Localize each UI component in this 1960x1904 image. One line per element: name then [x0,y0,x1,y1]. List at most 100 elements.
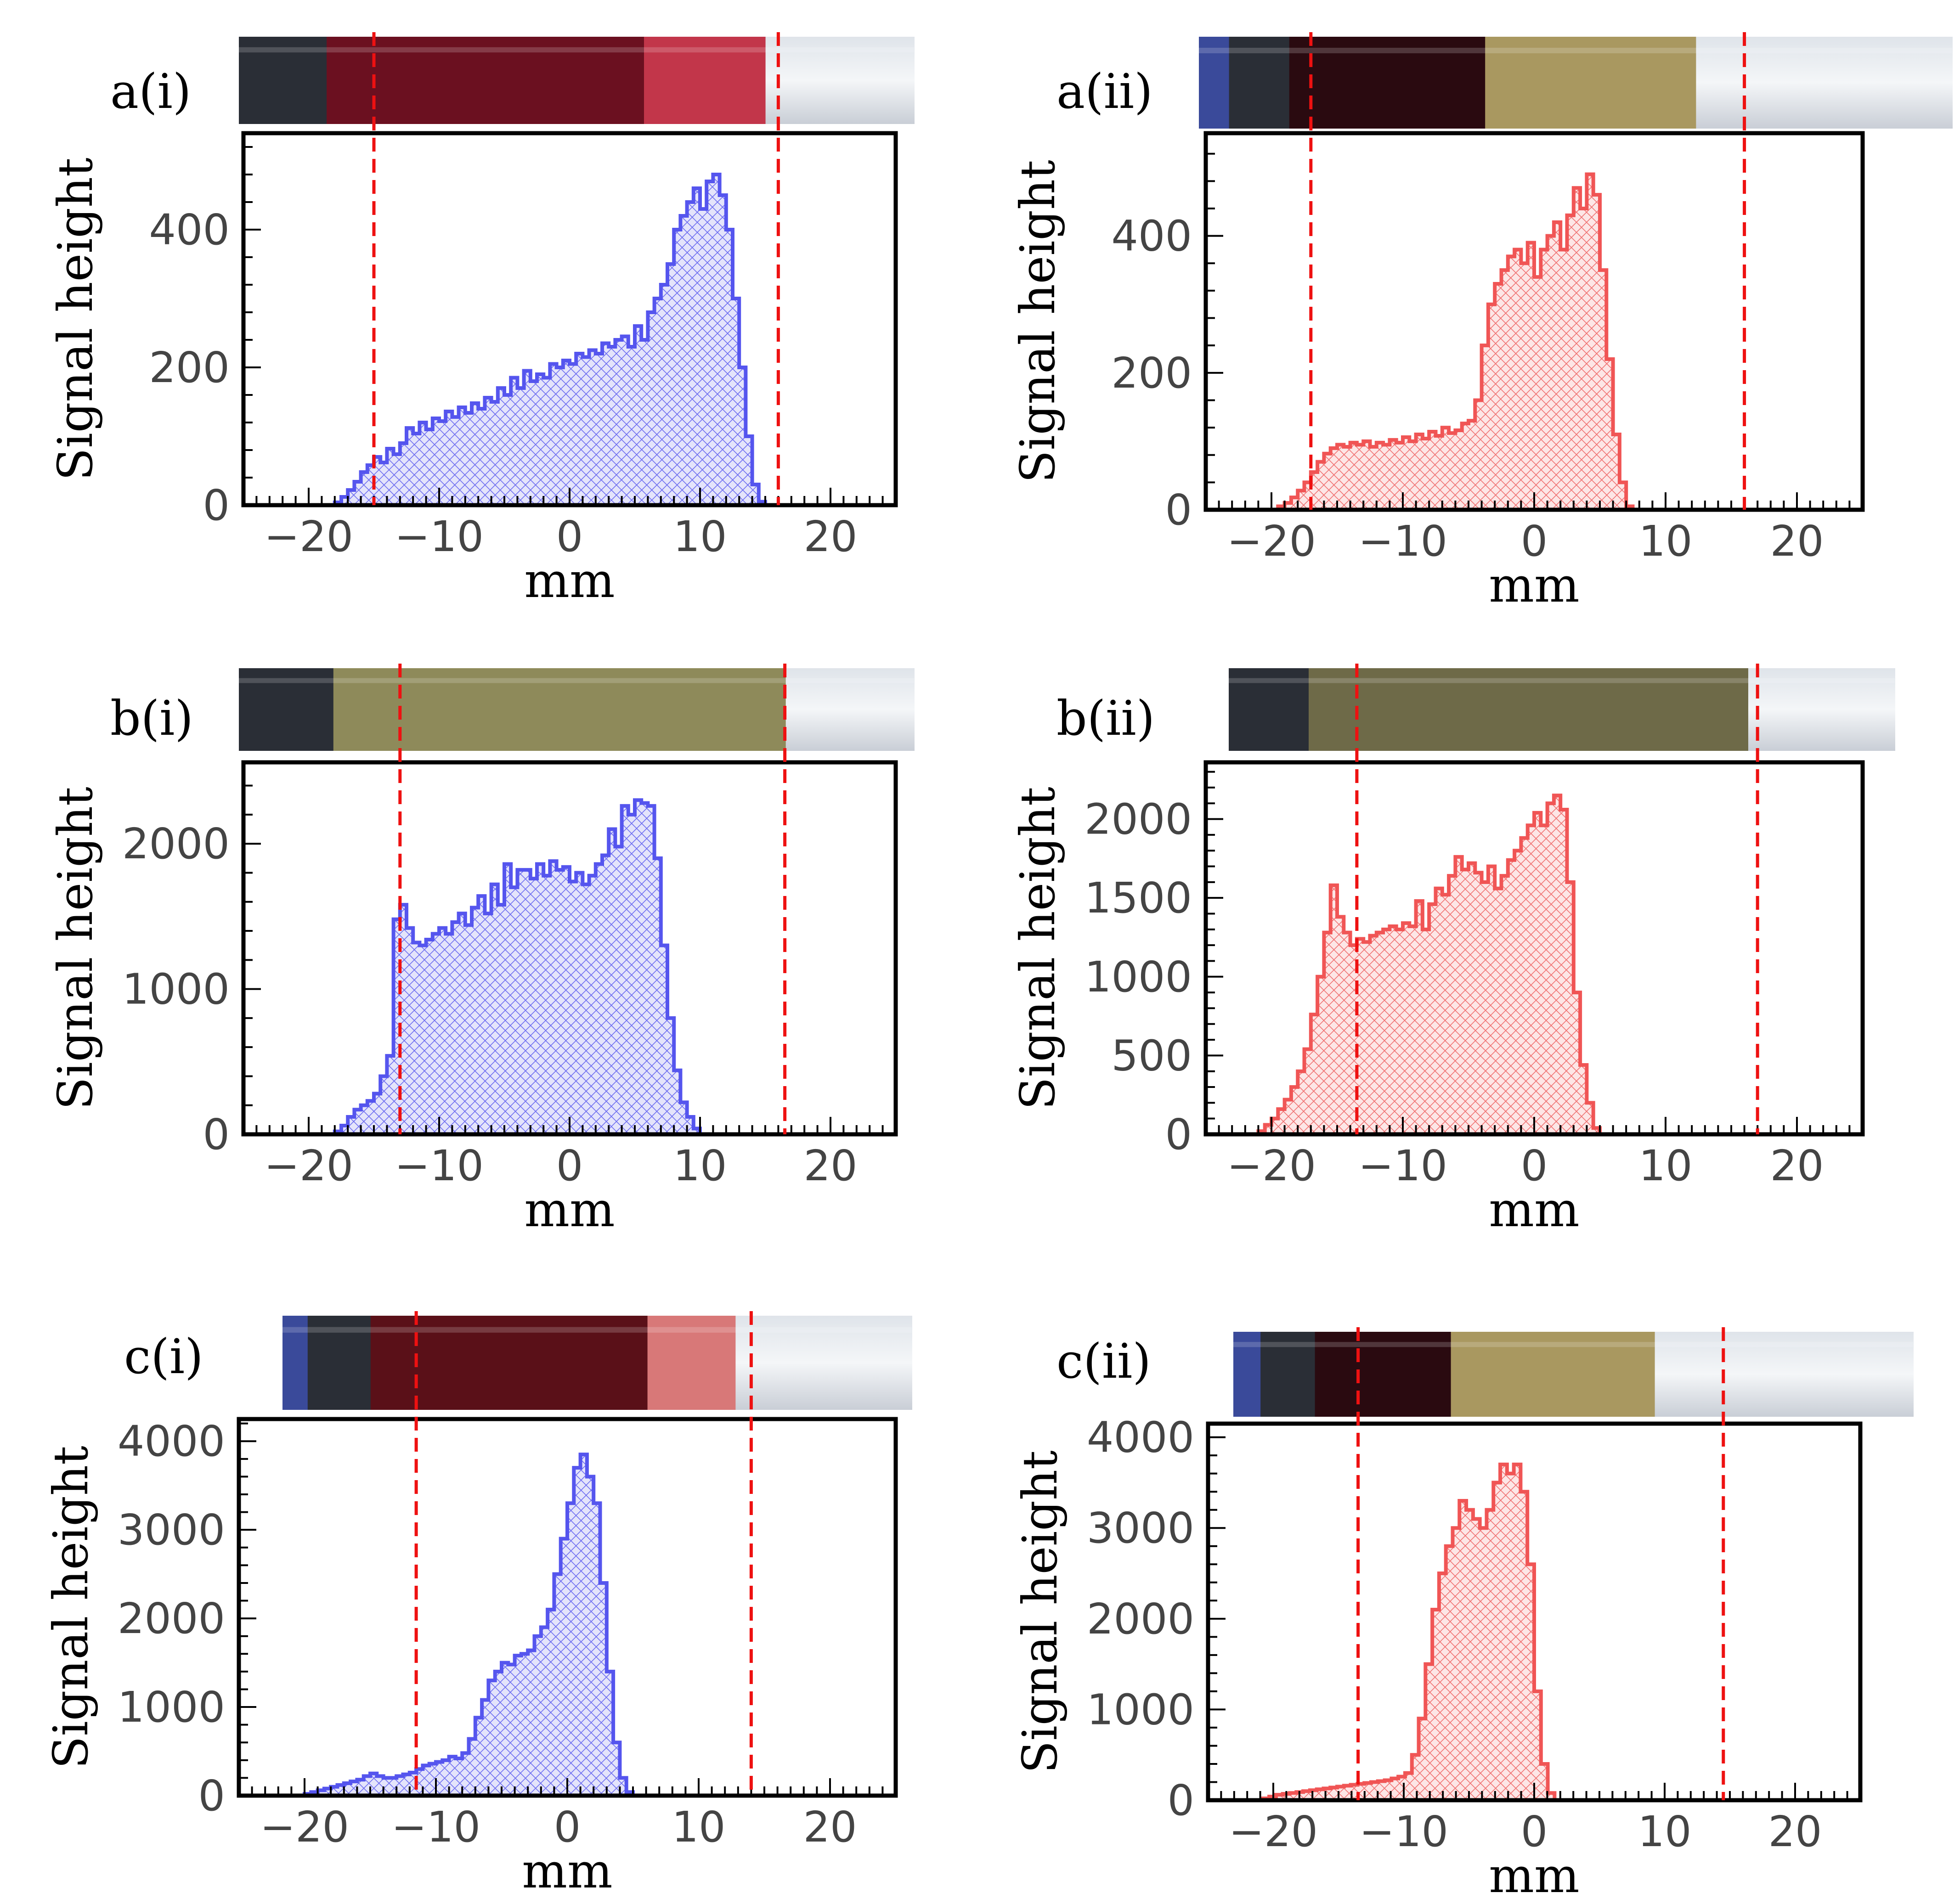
syringe-segment [1229,668,1309,751]
histogram-fill [1206,795,1863,1134]
syringe-highlight [282,1327,912,1333]
syringe-photo [239,668,915,751]
x-axis-label: mm [1489,557,1579,613]
y-axis-label: Signal height [1010,787,1066,1110]
syringe-segment [1485,37,1697,129]
panel-label: a(ii) [1056,63,1153,119]
y-tick-label: 0 [1165,1110,1192,1159]
x-tick-label: −20 [1227,517,1316,566]
y-tick-label: 3000 [118,1505,225,1555]
panel-bi: b(i) −20 −10 0 10 20 0 1000 2000 mm Signal height [47,664,915,1238]
syringe-segment [1199,37,1230,129]
x-tick-label: −10 [391,1803,480,1852]
y-tick-label: 1000 [122,965,230,1014]
syringe-segment [1233,1332,1261,1417]
x-tick-label: −20 [264,1141,353,1190]
x-tick-label: −20 [260,1803,349,1852]
x-tick-label: 0 [556,512,583,561]
panel-label: c(ii) [1056,1333,1151,1389]
y-tick-label: 0 [198,1771,225,1820]
x-tick-label: −10 [395,512,484,561]
y-axis-label: Signal height [1010,160,1066,483]
histogram-fill [239,1454,896,1796]
syringe-highlight [1199,48,1952,53]
syringe-segment [735,1316,912,1410]
panel-cii: c(ii) −20 −10 0 10 20 0 1000 2000 3000 4000 mm Signa… [1012,1327,1914,1904]
x-tick-label: −10 [1359,1807,1448,1856]
x-tick-label: 10 [672,1803,725,1852]
y-axis-label: Signal height [47,158,103,481]
syringe-photo [1199,37,1953,129]
y-tick-label: 1500 [1084,873,1192,923]
syringe-photo [1229,668,1895,751]
x-tick-label: 0 [1521,517,1548,566]
y-axis-label: Signal height [1012,1450,1068,1774]
syringe-segment [1451,1332,1655,1417]
syringe-segment [647,1316,736,1410]
syringe-highlight [1229,678,1895,683]
x-tick-label: 0 [556,1141,583,1190]
x-axis-label: mm [524,1182,615,1238]
y-tick-label: 2000 [1084,795,1192,844]
y-tick-label: 200 [149,343,230,392]
x-tick-label: −10 [1358,517,1447,566]
syringe-photo [239,37,915,124]
syringe-highlight [239,47,914,53]
panel-ci: c(i) −20 −10 0 10 20 0 1000 2000 3000 4000 mm Signal… [43,1311,912,1899]
syringe-segment [327,37,644,124]
y-axis-label: Signal height [43,1446,99,1769]
x-axis-label: mm [1489,1848,1579,1904]
syringe-segment [333,668,786,751]
histogram-fill [1206,174,1863,510]
syringe-segment [239,668,334,751]
y-tick-label: 0 [1167,1776,1194,1825]
syringe-photo [282,1316,912,1410]
syringe-segment [785,668,915,751]
y-tick-label: 400 [1111,212,1192,261]
y-tick-label: 0 [1165,485,1192,535]
y-tick-label: 500 [1111,1031,1192,1080]
x-tick-label: 20 [1770,517,1824,566]
y-tick-label: 400 [149,205,230,254]
syringe-segment [644,37,766,124]
y-tick-label: 1000 [1087,1685,1194,1734]
panel-label: a(i) [110,63,191,119]
y-tick-label: 3000 [1087,1504,1194,1553]
x-tick-label: −20 [264,512,353,561]
syringe-segment [239,37,328,124]
x-tick-label: 0 [1521,1807,1548,1856]
x-axis-label: mm [522,1843,612,1899]
x-tick-label: 20 [803,1803,857,1852]
histogram-fill [243,175,896,505]
syringe-segment [1260,1332,1316,1417]
x-tick-label: −20 [1227,1141,1316,1190]
panel-bii: b(ii) −20 −10 0 10 20 0 500 1000 1500 2000 mm Signal… [1010,664,1895,1238]
histogram-outline [243,173,896,507]
y-tick-label: 1000 [1084,952,1192,1002]
x-tick-label: 10 [1638,1141,1692,1190]
syringe-segment [1655,1332,1914,1417]
syringe-segment [1696,37,1953,129]
syringe-highlight [239,678,914,683]
y-axis-label: Signal height [47,787,103,1110]
panel-label: b(i) [110,690,193,746]
y-tick-label: 0 [203,481,230,530]
histogram-fill [243,800,896,1134]
x-tick-label: 10 [673,512,727,561]
x-tick-label: 0 [554,1803,581,1852]
y-tick-label: 2000 [1087,1594,1194,1644]
y-tick-label: 2000 [122,819,230,868]
y-tick-label: 4000 [118,1417,225,1466]
syringe-segment [1229,37,1290,129]
x-tick-label: −10 [1358,1141,1447,1190]
x-tick-label: −20 [1229,1807,1318,1856]
x-axis-label: mm [1489,1182,1579,1238]
syringe-segment [1309,668,1749,751]
panel-label: c(i) [124,1329,203,1385]
syringe-photo [1233,1332,1914,1417]
syringe-highlight [1233,1342,1913,1347]
x-tick-label: 10 [673,1141,727,1190]
